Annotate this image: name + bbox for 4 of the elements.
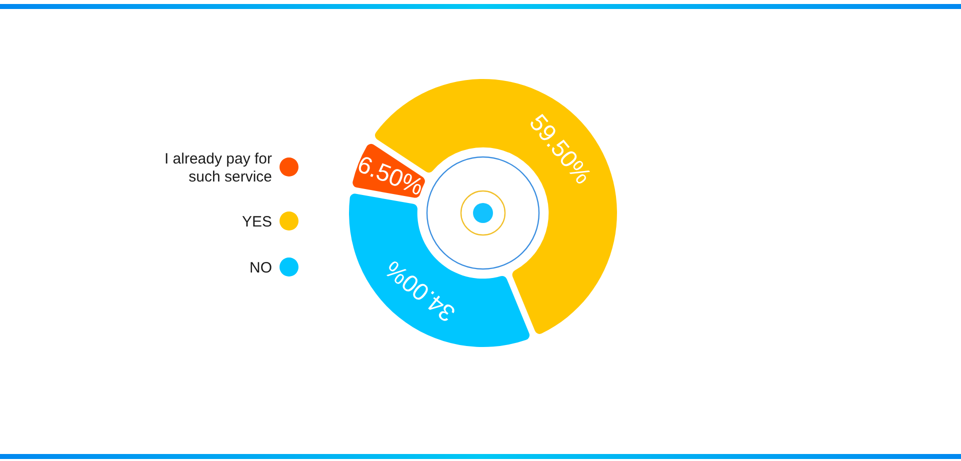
legend-label: I already pay for such service [164, 150, 272, 186]
legend-label: NO [250, 259, 272, 276]
legend-label: YES [242, 213, 272, 230]
data-label: 6.50% [354, 150, 427, 202]
